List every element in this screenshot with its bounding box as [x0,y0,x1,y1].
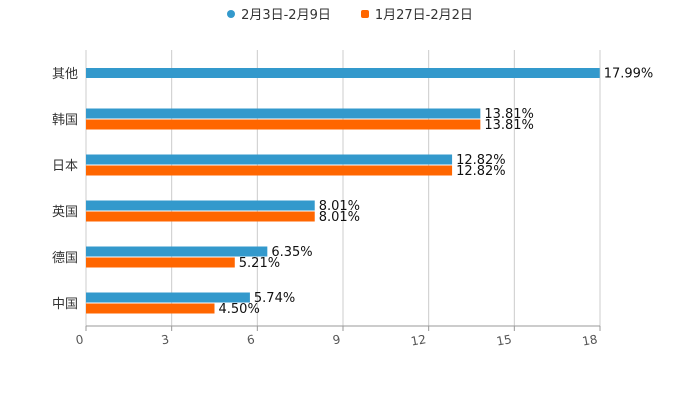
legend-item-series-1[interactable]: 2月3日-2月9日 [227,4,331,23]
legend-item-series-2[interactable]: 1月27日-2月2日 [360,4,473,23]
bar-series-1[interactable] [86,200,315,211]
y-category-label: 德国 [52,251,78,266]
bar-series-1[interactable] [86,292,250,303]
x-tick-label: 18 [581,332,598,348]
data-label: 13.81% [484,118,534,133]
legend: 2月3日-2月9日 1月27日-2月2日 [0,4,700,23]
data-label: 8.01% [319,210,360,225]
legend-label-series-1: 2月3日-2月9日 [241,8,331,23]
data-label: 13.81% [484,107,534,122]
x-tick-label: 9 [332,332,342,347]
x-tick-label: 0 [75,332,85,347]
y-category-label: 英国 [52,205,78,220]
bar-series-2[interactable] [86,257,235,268]
data-label: 5.74% [254,291,295,306]
bar-series-1[interactable] [86,68,600,78]
bar-series-2[interactable] [86,119,481,130]
y-category-label: 其他 [52,67,78,82]
bar-series-1[interactable] [86,154,453,165]
bar-series-2[interactable] [86,303,215,314]
y-category-label: 中国 [52,297,78,312]
bar-series-2[interactable] [86,165,453,176]
bar-series-2[interactable] [86,211,315,222]
legend-label-series-2: 1月27日-2月2日 [374,8,473,23]
x-tick-label: 12 [410,332,427,348]
data-label: 17.99% [604,67,654,82]
bar-series-1[interactable] [86,246,268,257]
x-tick-label: 3 [160,332,170,347]
legend-marker-circle-icon [227,9,236,18]
y-category-label: 韩国 [52,113,78,128]
data-label: 6.35% [271,245,312,260]
data-label: 5.21% [239,256,280,271]
data-label: 12.82% [456,153,506,168]
bar-series-1[interactable] [86,108,481,119]
data-label: 12.82% [456,164,506,179]
legend-marker-square-icon [360,9,369,18]
data-label: 8.01% [319,199,360,214]
data-label: 4.50% [219,302,260,317]
x-tick-label: 15 [495,332,512,348]
y-category-label: 日本 [52,159,78,174]
x-tick-label: 6 [246,332,256,347]
